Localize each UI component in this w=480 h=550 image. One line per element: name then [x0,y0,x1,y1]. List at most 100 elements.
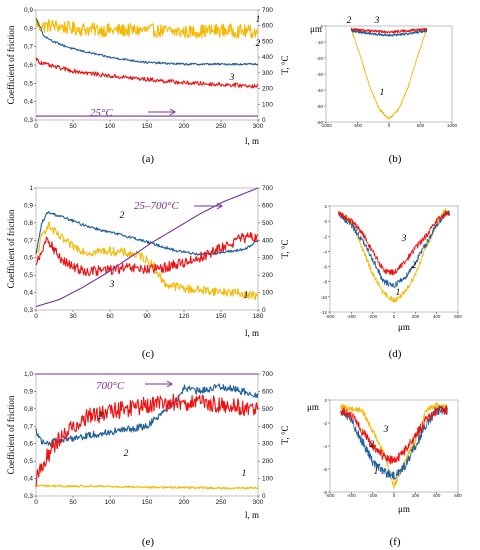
x-tick-label: 250 [216,123,227,130]
y-tick-label: 0,6 [24,441,33,448]
curve-number-label: 1 [256,15,261,25]
x-tick-label: -200 [368,314,378,319]
y-tick-label: 0,4 [24,290,33,297]
panel-label-f: (f) [390,536,401,548]
y-tick-label: -30 [316,72,323,77]
curve-number-label: 2 [370,440,375,450]
y2-axis-title: T, °C [280,56,290,75]
y-tick-label: -50 [316,104,323,109]
y2-tick-label: 600 [262,23,273,30]
x-tick-label: -400 [347,314,357,319]
temperature-annotation: 700°C [96,380,125,392]
x-axis-title: l, m [245,136,259,146]
y-tick-label: 0,9 [24,7,33,14]
curve-number-label: 1 [242,469,247,479]
y-tick-label: -2 [323,421,327,426]
x-tick-label: 0 [393,493,396,498]
y-tick-label: -4 [323,249,327,254]
y-tick-label: 0,5 [24,272,33,279]
y-tick-label: 0,3 [24,307,33,314]
x-tick-label: -400 [347,493,357,498]
plot-area-b [325,25,453,123]
y-tick-label: -6 [323,467,327,472]
series-line-a-3 [35,57,259,89]
y-tick-label: 1,0 [24,371,33,378]
x-tick-label: 30 [69,313,77,320]
y2-tick-label: 400 [262,423,273,430]
curve-number-label: 1 [244,291,249,301]
y2-tick-label: 200 [262,86,273,93]
y2-tick-label: 100 [262,290,273,297]
y-tick-label: 0,5 [24,458,33,465]
y-tick-label: 0 [324,219,327,224]
x-tick-label: 120 [179,313,190,320]
x-tick-label: 150 [216,313,227,320]
series-line-a-2 [35,17,259,66]
y-tick-label: 1 [29,185,33,192]
series-line-f-1 [340,401,448,489]
y2-tick-label: 700 [262,7,273,14]
y-tick-label: 0,4 [24,99,33,106]
y-tick-label: 0,6 [24,62,33,69]
y-tick-label: -10 [320,295,327,300]
y-tick-label: 0 [324,398,327,403]
curve-number-label: 2 [124,449,129,459]
x-tick-label: 300 [253,123,264,130]
y2-axis-title: T, °C [280,240,290,259]
x-tick-label: -600 [325,314,335,319]
panel-label-a: (a) [142,153,155,165]
x-tick-label: 200 [412,314,420,319]
y-axis-title: Coefficient of friction [6,209,16,288]
x-tick-label: 100 [105,123,116,130]
x-tick-label: 150 [142,123,153,130]
chart-d: -600 -400 -200 0 200 400 600 2 0 -2 -4 -6 -8 -10 -12 μm… [320,204,462,332]
plot-area-e [35,373,259,497]
panel-label-d: (d) [389,348,402,360]
y-tick-label: 0,8 [24,25,33,32]
x-tick-label: 200 [412,493,420,498]
curve-number-label: 1 [374,467,379,477]
series-line-e-1 [35,484,259,490]
y2-tick-label: 0 [262,493,266,500]
series-line-d-1 [338,207,450,303]
chart-c: 0 30 60 90 120 150 180 0,3 0,4 0,5 0,6 0,7 0,8 0,9 1 0 1… [6,185,290,338]
y2-tick-label: 300 [262,255,273,262]
curve-number-label: 2 [256,39,261,49]
x-tick-label: -1000 [320,123,332,128]
y2-tick-label: 0 [262,117,266,124]
y-tick-label: -12 [320,310,327,315]
series-line-c-2 [35,211,259,256]
x-tick-label: 0 [393,314,396,319]
chart-e: 0 50 100 150 200 250 300 0,3 0,4 0,5 0,6 0,7 0,8 0,9 1… [6,371,290,520]
y-tick-label: -6 [323,265,327,270]
y-tick-label: 0,8 [24,220,33,227]
temperature-arrow-head [169,108,176,116]
x-tick-label: 100 [105,499,116,506]
y2-tick-label: 400 [262,54,273,61]
y2-tick-label: 500 [262,38,273,45]
x-tick-label: 400 [433,493,441,498]
x-tick-label: 400 [433,314,441,319]
y-tick-label: 0,3 [24,493,33,500]
x-tick-label: 200 [179,499,190,506]
y2-tick-label: 200 [262,272,273,279]
y-tick-label: -8 [323,280,327,285]
series-line-c-1 [35,221,259,301]
y-tick-label: 0 [320,24,323,29]
curve-number-label: 2 [347,16,352,26]
y-tick-label: 0,9 [24,388,33,395]
y2-tick-label: 300 [262,70,273,77]
series-line-e-3 [35,393,259,488]
series-line-a-1 [35,18,259,39]
x-tick-label: 50 [69,499,77,506]
chart-a: 0 50 100 150 200 250 300 0,3 0,4 0,5 0,6 0,7 0,8 0,9 0… [6,7,290,146]
curve-number-label: 3 [98,412,104,422]
chart-f: -600 -400 -200 0 200 400 600 0 -2 -4 -6 -8 μm μm 1 23 [307,398,462,514]
x-tick-label: 200 [179,123,190,130]
y-tick-label: 0,9 [24,202,33,209]
x-axis-title: l, m [245,328,259,338]
y-tick-label: 0,7 [24,237,33,244]
y-tick-label: 0,4 [24,476,33,483]
y2-tick-label: 500 [262,220,273,227]
